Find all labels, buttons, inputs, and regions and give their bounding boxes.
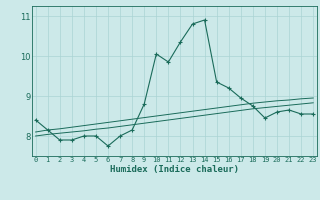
X-axis label: Humidex (Indice chaleur): Humidex (Indice chaleur)	[110, 165, 239, 174]
